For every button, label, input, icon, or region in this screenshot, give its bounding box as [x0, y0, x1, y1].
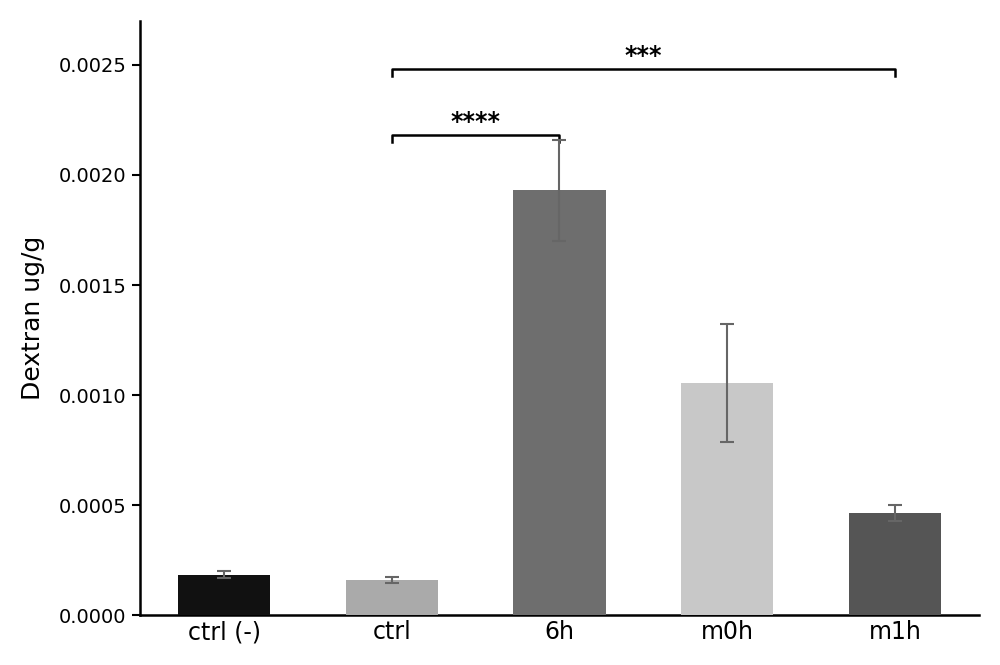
Bar [513, 190, 606, 615]
Bar [681, 383, 773, 615]
Text: ****: **** [451, 110, 501, 134]
Text: ***: *** [625, 43, 662, 68]
Bar [346, 580, 438, 615]
Y-axis label: Dextran ug/g: Dextran ug/g [21, 236, 45, 400]
Bar [849, 513, 941, 615]
Bar [178, 575, 270, 615]
